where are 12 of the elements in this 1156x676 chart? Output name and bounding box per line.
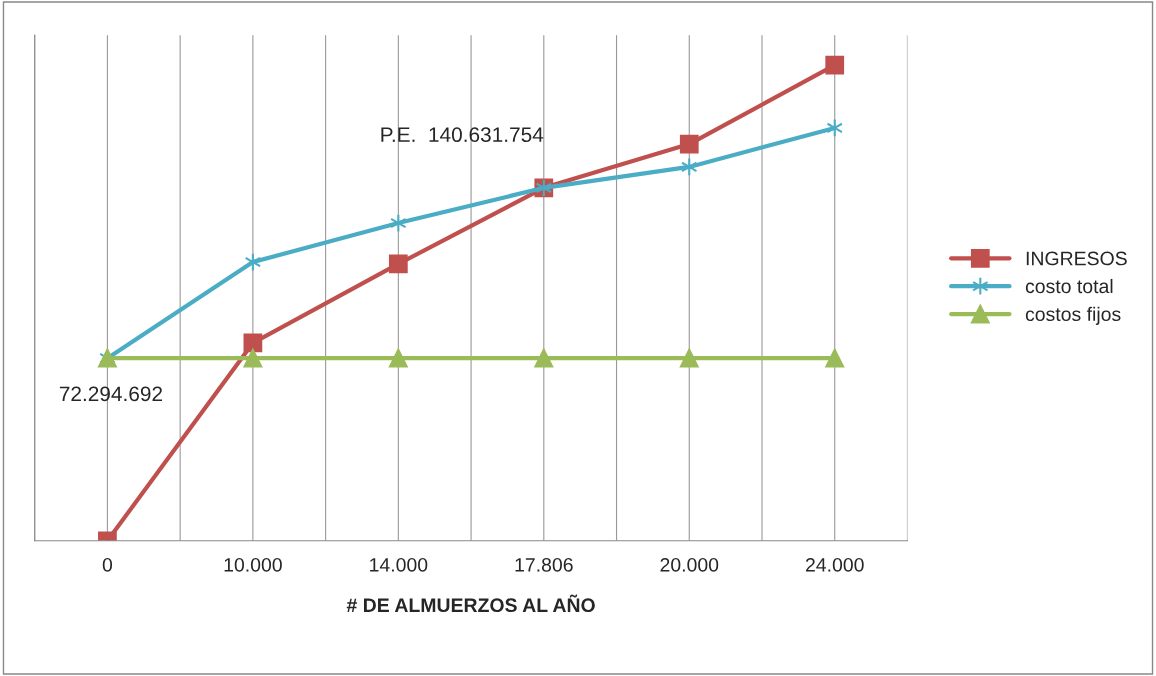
annotation: P.E. 140.631.754 — [381, 127, 544, 143]
legend-label: costo total — [1025, 278, 1113, 294]
x-tick-label: 17.806 — [515, 557, 573, 572]
annotation: 72.294.692 — [59, 386, 163, 402]
x-tick-label: 14.000 — [370, 557, 428, 572]
legend-label: INGRESOS — [1026, 251, 1127, 266]
legend-label: costos fijos — [1025, 306, 1121, 325]
x-tick-label: 10.000 — [224, 557, 282, 572]
x-axis-title: # DE ALMUERZOS AL AÑO — [346, 594, 595, 613]
x-tick-label: 20.000 — [660, 557, 719, 572]
x-tick-label: 24.000 — [805, 557, 864, 572]
x-tick-label: 0 — [102, 557, 113, 572]
